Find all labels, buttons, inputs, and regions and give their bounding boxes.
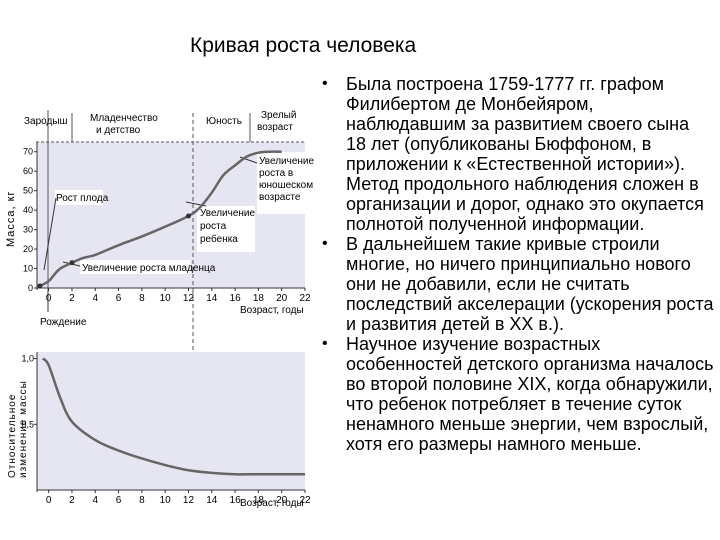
x-tick-label: 0 bbox=[46, 293, 52, 304]
x-tick-label: 2 bbox=[69, 495, 75, 506]
x-tick-label: 20 bbox=[276, 495, 288, 506]
relative-x-ticks: 0 2 4 6 8 10 12 14 16 18 20 22 bbox=[46, 490, 311, 506]
weight-x-ticks: 0 2 4 6 8 10 12 14 16 18 20 22 bbox=[46, 288, 311, 304]
x-tick-label: 4 bbox=[92, 293, 98, 304]
x-tick-label: 18 bbox=[253, 495, 265, 506]
x-tick-label: 16 bbox=[230, 293, 242, 304]
y-tick-label: 10 bbox=[23, 264, 33, 274]
growth-figure: Зародыш Младенчество и детство Юность Зре… bbox=[5, 110, 315, 509]
annotation-box bbox=[197, 206, 255, 252]
bullet-list: Была построена 1759-1777 гг. графом Фили… bbox=[318, 74, 714, 454]
relative-y-label: Относительноеизменение массы bbox=[7, 380, 29, 478]
x-tick-label: 8 bbox=[139, 293, 145, 304]
birth-label: Рождение bbox=[40, 317, 87, 328]
y-tick-label: 0 bbox=[28, 283, 33, 293]
period-label: Младенчество и детство bbox=[90, 113, 158, 136]
bullet-item: Была построена 1759-1777 гг. графом Фили… bbox=[318, 74, 714, 234]
x-tick-label: 0 bbox=[46, 495, 52, 506]
x-tick-label: 6 bbox=[116, 293, 122, 304]
x-tick-label: 6 bbox=[116, 495, 122, 506]
annotation: Увеличение роста ребенка bbox=[200, 208, 256, 245]
x-tick-label: 22 bbox=[299, 495, 311, 506]
weight-series-line bbox=[39, 150, 282, 288]
relative-x-label: Возраст, годы bbox=[240, 498, 304, 509]
relative-chart-area bbox=[37, 352, 305, 490]
relative-series-line bbox=[41, 357, 305, 476]
x-tick-label: 14 bbox=[206, 495, 218, 506]
x-tick-label: 18 bbox=[253, 293, 265, 304]
weight-y-ticks: 0 10 20 30 40 50 60 70 bbox=[23, 147, 37, 293]
x-tick-label: 4 bbox=[92, 495, 98, 506]
weight-y-label: Масса, кг bbox=[5, 191, 17, 247]
weight-x-label: Возраст, годы bbox=[240, 305, 304, 316]
x-tick-label: 16 bbox=[230, 495, 242, 506]
annotation: Увеличение роста младенца bbox=[82, 263, 216, 274]
data-point bbox=[37, 283, 43, 289]
y-tick-label: 60 bbox=[23, 166, 33, 176]
x-tick-label: 22 bbox=[299, 293, 311, 304]
data-point bbox=[69, 260, 75, 266]
period-label: Юность bbox=[206, 116, 242, 127]
annotation: Увеличение роста в юношеском возрасте bbox=[259, 156, 315, 203]
y-tick-label: 40 bbox=[23, 205, 33, 215]
data-point bbox=[185, 213, 191, 219]
annotation-box bbox=[257, 152, 305, 214]
x-tick-label: 2 bbox=[69, 293, 75, 304]
x-tick-label: 10 bbox=[160, 495, 172, 506]
x-tick-label: 10 bbox=[160, 293, 172, 304]
y-tick-label: 50 bbox=[23, 186, 33, 196]
period-label: Зрелый возраст bbox=[257, 110, 296, 133]
annotation-arrow bbox=[43, 197, 57, 271]
annotation: Рост плода bbox=[56, 193, 109, 204]
y-tick-label: 30 bbox=[23, 225, 33, 235]
bullet-item: В дальнейшем такие кривые строили многие… bbox=[318, 234, 714, 334]
y-tick-label: 1,0 bbox=[21, 354, 34, 364]
y-tick-label: 20 bbox=[23, 244, 33, 254]
x-tick-label: 14 bbox=[206, 293, 218, 304]
x-tick-label: 12 bbox=[183, 293, 195, 304]
y-tick-label: 0,5 bbox=[21, 419, 34, 429]
period-label: Зародыш bbox=[24, 116, 68, 127]
relative-y-ticks: 1,0 0,5 bbox=[21, 354, 37, 429]
weight-series-points bbox=[37, 213, 191, 289]
x-tick-label: 12 bbox=[183, 495, 195, 506]
x-tick-label: 20 bbox=[276, 293, 288, 304]
annotation-box bbox=[80, 260, 190, 274]
bullet-item: Научное изучение возрастных особенностей… bbox=[318, 334, 714, 454]
x-tick-label: 8 bbox=[139, 495, 145, 506]
annotation-box bbox=[55, 190, 103, 205]
slide-title: Кривая роста человека bbox=[190, 34, 417, 58]
y-tick-label: 70 bbox=[23, 147, 33, 157]
